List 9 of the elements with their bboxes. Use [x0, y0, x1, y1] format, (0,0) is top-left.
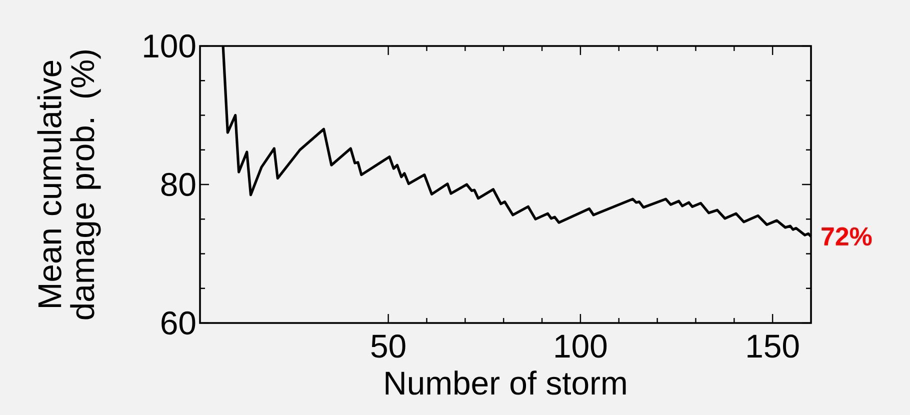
y-tick-label: 80 — [161, 172, 196, 196]
x-tick-label: 100 — [556, 334, 607, 358]
x-tick-label: 50 — [371, 334, 406, 358]
x-tick-label: 150 — [748, 334, 799, 358]
y-tick-label: 60 — [162, 311, 196, 335]
annotation: 72% — [822, 227, 872, 246]
x-axis-title: Number of storm — [386, 370, 626, 395]
y-tick-label: 100 — [144, 34, 196, 58]
y-axis-title: Mean cumulative damage prob. (%) — [37, 50, 101, 320]
